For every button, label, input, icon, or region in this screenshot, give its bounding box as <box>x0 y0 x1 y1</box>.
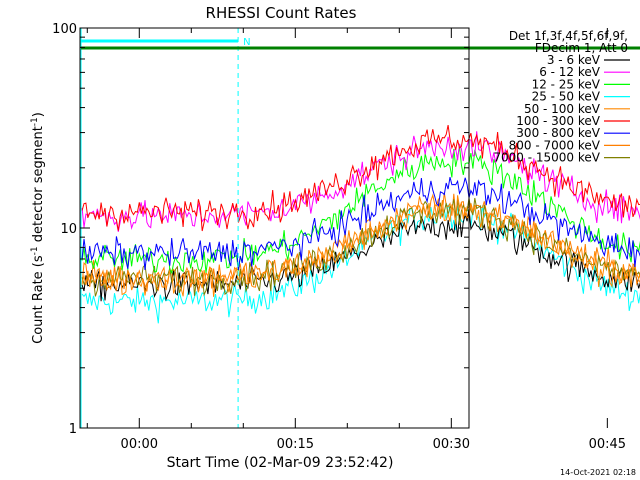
flag-label-backing <box>242 37 252 48</box>
x-tick-label: 00:15 <box>277 437 314 452</box>
x-tick-label: 00:45 <box>589 437 626 452</box>
series-line <box>81 125 640 232</box>
flag-label: N <box>243 37 250 48</box>
series-line <box>81 146 640 275</box>
legend-entry-label: 300 - 800 keV <box>516 126 600 140</box>
footer-timestamp: 14-Oct-2021 02:18 <box>560 468 636 477</box>
x-tick-label: 00:00 <box>121 437 158 452</box>
legend-entry-label: 6 - 12 keV <box>539 65 601 79</box>
series-line <box>81 131 640 232</box>
legend-entry-label: 7000 - 15000 keV <box>493 151 600 165</box>
y-tick-label: 100 <box>52 22 77 37</box>
legend-entry-label: 800 - 7000 keV <box>509 138 601 152</box>
series-line <box>81 176 640 271</box>
legend-entry-label: 3 - 6 keV <box>547 53 601 67</box>
y-tick-label: 10 <box>60 222 77 237</box>
plot-frame <box>79 27 470 429</box>
legend-entry-label: 100 - 300 keV <box>516 114 600 128</box>
y-axis-label-main: Count Rate (s <box>31 255 46 344</box>
x-axis-label: Start Time (02-Mar-09 23:52:42) <box>167 455 394 471</box>
series-line <box>81 197 640 297</box>
legend-entry-label: 12 - 25 keV <box>532 77 601 91</box>
legend-entry-label: 50 - 100 keV <box>524 102 601 116</box>
y-axis-label-end: ) <box>31 112 46 117</box>
series-line <box>81 195 640 297</box>
y-axis-label-mid: detector segment <box>31 126 46 246</box>
y-axis-label: Count Rate (s-1 detector segment-1) <box>30 112 46 344</box>
series-line <box>81 204 640 324</box>
flag-layer: NRD0RD4 <box>81 37 640 50</box>
series-line <box>81 192 640 292</box>
x-tick-label: 00:30 <box>433 437 470 452</box>
y-axis-label-exp1: -1 <box>30 246 40 255</box>
y-axis-label-exp2: -1 <box>30 117 40 126</box>
y-tick-label: 1 <box>69 422 77 437</box>
series-layer <box>81 125 640 324</box>
y-axis-ticks: 1 10 100 <box>52 22 469 437</box>
chart-title: RHESSI Count Rates <box>206 4 357 22</box>
legend: Det 1f,3f,4f,5f,6f,9f, FDecim 1, Att 0 3… <box>493 29 630 165</box>
legend-header-line-1: Det 1f,3f,4f,5f,6f,9f, <box>509 29 628 43</box>
legend-entry-label: 25 - 50 keV <box>532 90 601 104</box>
legend-header-line-2: FDecim 1, Att 0 <box>535 41 628 55</box>
